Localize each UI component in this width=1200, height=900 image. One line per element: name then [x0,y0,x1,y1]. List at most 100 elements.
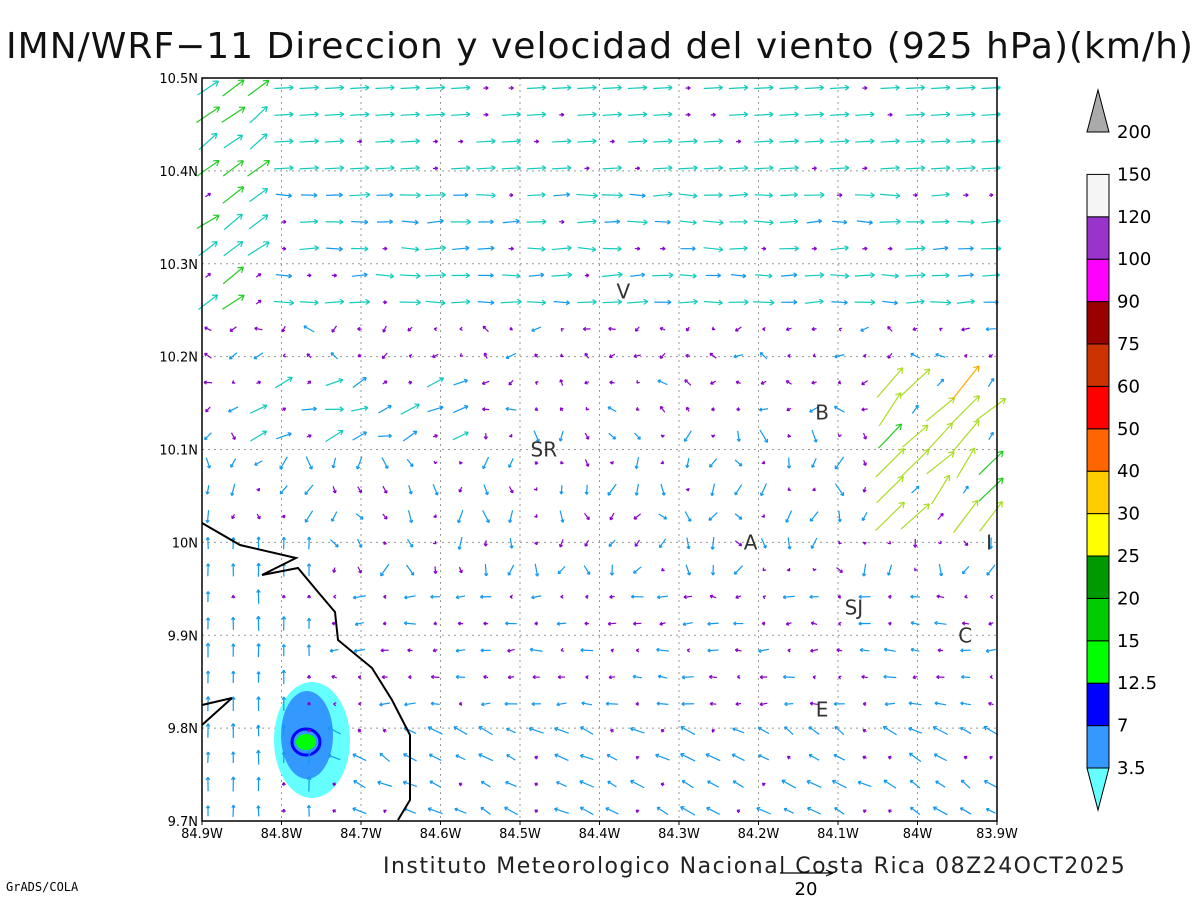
wind-vector [507,458,514,468]
x-tick-label: 84.4W [579,827,621,842]
colorbar-segment [1086,640,1110,684]
wind-vector [983,725,999,736]
wind-vector [758,648,769,653]
wind-vector [963,192,969,198]
wind-vector [303,325,315,333]
wind-vector [329,648,339,653]
wind-vector [248,214,269,230]
wind-vector [508,85,514,91]
wind-vector [376,192,394,198]
wind-vector [960,779,971,789]
colorbar-segment [1086,216,1110,260]
wind-vector [433,621,437,626]
wind-vector [959,726,972,735]
wind-vector [403,807,417,814]
wind-vector [656,701,669,706]
wind-vector [408,354,413,359]
city-label: V [617,280,631,304]
wind-vector [658,538,667,549]
wind-vector [987,377,995,387]
wind-vector [557,675,566,680]
wind-vector [684,379,692,386]
wind-vector [558,430,564,442]
wind-vector [432,648,438,653]
wind-vector [656,595,669,600]
wind-vector [938,563,944,577]
wind-vector [707,621,719,626]
wind-vector [661,567,665,572]
wind-vector [980,245,1002,252]
wind-vector [759,675,768,680]
wind-vector [734,648,742,653]
wind-vector [331,325,338,333]
wind-vector [602,84,622,91]
wind-vector [507,648,515,653]
wind-vector [985,807,996,814]
colorbar-label: 3.5 [1117,758,1146,779]
wind-vector [729,245,748,252]
wind-vector [584,621,590,626]
wind-vector [655,753,670,761]
wind-vector [432,139,439,144]
wind-vector [633,513,642,520]
colorbar-segment [1086,343,1110,387]
wind-vector [376,219,394,225]
wind-vector [887,809,892,814]
wind-vector [255,273,262,278]
wind-vector [300,218,319,225]
wind-vector [552,138,572,145]
wind-vector [205,670,211,684]
wind-vector [634,326,640,332]
wind-vector [507,675,515,680]
wind-vector [205,406,211,413]
wind-vector [584,352,590,359]
wind-vector [196,159,220,177]
wind-vector [559,379,564,386]
wind-vector [888,621,892,626]
wind-vector [829,138,850,145]
wind-vector [810,648,819,653]
wind-vector [425,272,446,279]
wind-vector [533,430,540,443]
wind-vector [781,779,797,789]
colorbar: 3.5 7 12.5 15 20 25 30 40 50 60 75 90 100 120 150 200 [1086,88,1157,812]
wind-vector [457,536,463,550]
x-tick-label: 84.5W [499,827,541,842]
wind-vector [733,621,744,626]
wind-vector [829,111,850,118]
wind-speed-shading [274,682,350,798]
wind-vector [854,299,876,306]
wind-vector [583,565,591,576]
wind-vector [304,510,314,523]
wind-vector [452,431,469,441]
wind-vector [834,354,845,359]
wind-vector [483,540,488,547]
wind-vector [326,246,343,252]
wind-vector [861,380,869,386]
wind-vector [560,594,564,599]
wind-vector [534,407,539,411]
wind-vector [710,536,715,550]
wind-vector [378,433,392,439]
wind-vector [634,246,641,251]
wind-vector [196,106,221,124]
wind-vector [500,298,522,306]
wind-vector [482,510,490,524]
wind-vector [559,353,564,358]
wind-vector [959,807,972,815]
wind-vector [831,779,847,789]
wind-vector [351,246,369,252]
wind-vector [786,755,791,760]
wind-vector [584,273,590,278]
wind-vector [660,434,665,438]
wind-vector [608,432,617,440]
wind-vector [734,540,743,547]
wind-vector [275,193,292,199]
wind-vector [681,780,694,789]
wind-vector [428,753,442,761]
wind-vector [432,540,437,545]
wind-vector [425,299,446,306]
wind-vector [602,165,622,171]
wind-vector [879,192,901,199]
